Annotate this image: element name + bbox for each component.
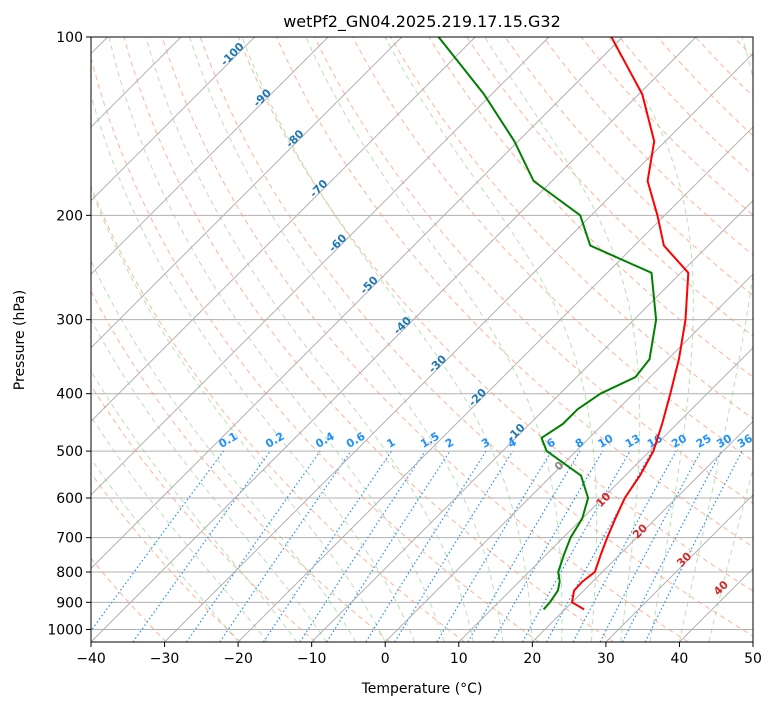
dry-adiabat-line bbox=[504, 37, 753, 296]
mixing-ratio-line bbox=[186, 450, 321, 642]
isotherm-grid bbox=[91, 37, 753, 642]
isotherm-line bbox=[458, 347, 753, 642]
dry-adiabat-line bbox=[91, 55, 540, 642]
dry-adiabat-line bbox=[352, 37, 753, 462]
moist-adiabat-line bbox=[241, 37, 533, 642]
moist-adiabat-line bbox=[145, 37, 474, 642]
dry-adiabat-line bbox=[275, 37, 753, 548]
plot-area: 0.1 0.2 0.4 0.6 1 1.5 2 3 4 6 8 10 13 16 20 25 30 36 -100… bbox=[91, 37, 755, 642]
dry-adiabat-line bbox=[314, 37, 753, 505]
plot-frame bbox=[90, 36, 754, 643]
isotherm-line bbox=[384, 273, 753, 642]
sounding-profiles bbox=[437, 37, 690, 611]
mixing-ratio-line bbox=[326, 450, 451, 642]
isotherm-line bbox=[91, 37, 623, 570]
moist-adiabat-line bbox=[91, 188, 386, 642]
y-tick-label: 1000 bbox=[47, 622, 83, 638]
x-axis-label: Temperature (°C) bbox=[361, 681, 483, 697]
temperature-profile-line bbox=[571, 37, 690, 611]
x-tick-label: −20 bbox=[223, 651, 253, 667]
dry-adiabat-line bbox=[161, 37, 689, 642]
isotherm-line bbox=[91, 37, 550, 496]
y-tick-label: 900 bbox=[56, 595, 83, 611]
mixing-ratio-line bbox=[521, 450, 631, 642]
isotherm-line bbox=[531, 420, 753, 642]
moist-adiabat-line bbox=[91, 369, 298, 642]
y-tick-label: 400 bbox=[56, 387, 83, 403]
dry-adiabat-line bbox=[91, 472, 242, 642]
x-tick-label: 20 bbox=[523, 651, 541, 667]
dry-adiabat-line bbox=[237, 37, 753, 592]
moist-adiabat-line bbox=[91, 259, 357, 642]
y-tick-label: 200 bbox=[56, 208, 83, 224]
mixing-ratio-line bbox=[299, 450, 426, 642]
y-tick-label: 700 bbox=[56, 531, 83, 547]
x-tick-label: −30 bbox=[150, 651, 180, 667]
isotherm-line bbox=[91, 37, 329, 275]
moist-adiabat-line bbox=[608, 37, 694, 642]
x-tick-label: 40 bbox=[671, 651, 689, 667]
mixing-ratio-line bbox=[394, 450, 514, 642]
moist-adiabat-line bbox=[305, 37, 563, 642]
x-tick-label: −10 bbox=[297, 651, 327, 667]
isotherm-line bbox=[311, 199, 753, 642]
dry-adiabat-line bbox=[91, 290, 391, 642]
mixing-ratio-label: 36 bbox=[735, 432, 755, 451]
dewpoint-profile-line bbox=[437, 37, 658, 611]
mixing-ratio-line bbox=[572, 450, 677, 642]
y-axis-ticks: 100 200 300 400 500 600 700 800 900 1000 bbox=[47, 30, 91, 638]
x-axis-ticks: −40 −30 −20 −10 0 10 20 30 40 50 bbox=[76, 642, 762, 667]
dry-adiabat-line bbox=[91, 384, 316, 642]
x-tick-label: 0 bbox=[381, 651, 390, 667]
isotherm-line bbox=[91, 37, 476, 423]
dry-adiabat-line bbox=[91, 557, 167, 642]
isotherm-line bbox=[605, 494, 753, 642]
isotherm-line bbox=[164, 52, 753, 642]
moist-adiabat-line bbox=[108, 37, 445, 642]
y-axis-label: Pressure (hPa) bbox=[12, 290, 28, 390]
isotherm-line bbox=[91, 37, 403, 349]
isotherm-line bbox=[91, 37, 697, 642]
x-tick-label: −40 bbox=[76, 651, 106, 667]
y-tick-label: 500 bbox=[56, 444, 83, 460]
mixing-ratio-line bbox=[262, 450, 392, 642]
isobar-grid bbox=[91, 37, 753, 630]
moist-adiabat-line bbox=[91, 457, 239, 642]
x-tick-label: 30 bbox=[597, 651, 615, 667]
isotherm-line bbox=[91, 37, 256, 202]
dry-adiabat-line bbox=[123, 37, 614, 642]
chart-title: wetPf2_GN04.2025.219.17.15.G32 bbox=[283, 12, 561, 32]
isotherm-line bbox=[237, 126, 753, 642]
x-tick-label: 50 bbox=[744, 651, 762, 667]
mixing-ratio-line bbox=[132, 450, 271, 642]
dry-adiabats bbox=[91, 37, 753, 642]
y-tick-label: 600 bbox=[56, 491, 83, 507]
moist-adiabat-line bbox=[484, 37, 641, 642]
mixing-ratio-line bbox=[644, 450, 743, 642]
moist-adiabat-line bbox=[384, 37, 598, 642]
y-tick-label: 300 bbox=[56, 313, 83, 329]
mixing-ratio-line bbox=[91, 450, 224, 632]
dry-adiabat-line bbox=[390, 37, 753, 420]
dry-adiabat-line bbox=[91, 185, 465, 642]
y-tick-label: 800 bbox=[56, 565, 83, 581]
mixing-ratio-line bbox=[219, 450, 352, 642]
dry-adiabat-line bbox=[466, 37, 753, 337]
x-tick-label: 10 bbox=[450, 651, 468, 667]
y-tick-label: 100 bbox=[56, 30, 83, 46]
moist-adiabat-line bbox=[91, 415, 268, 642]
